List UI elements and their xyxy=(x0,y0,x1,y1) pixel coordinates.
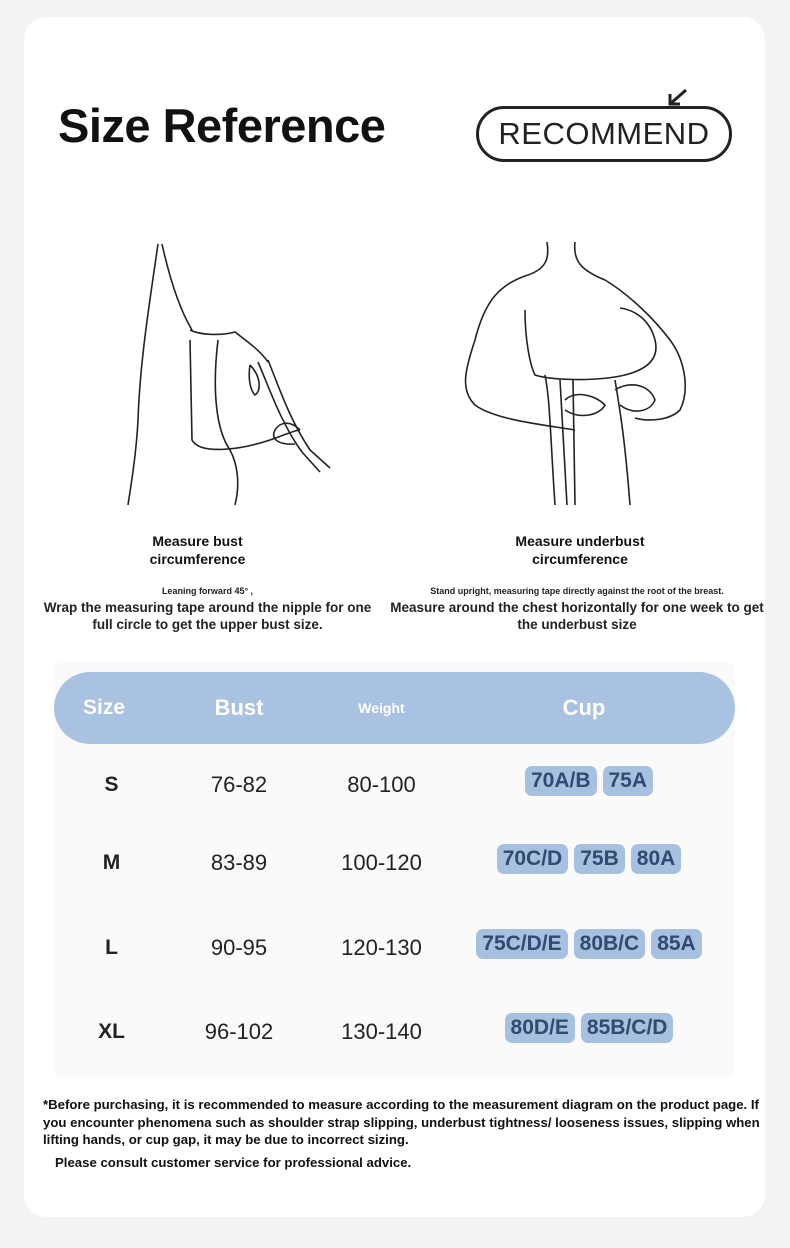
cup-cell: 75C/D/E 80B/C 85A xyxy=(449,929,729,959)
underbust-measure-illustration xyxy=(464,241,686,506)
table-row: S 76-82 80-100 70A/B 75A xyxy=(54,760,735,810)
cup-pill: 80D/E xyxy=(504,1013,575,1043)
cup-pill: 75A xyxy=(602,766,654,796)
table-row: M 83-89 100-120 70C/D 75B 80A xyxy=(54,838,735,888)
bust-hint: Leaning forward 45° , xyxy=(161,586,254,596)
weight-cell: 100-120 xyxy=(341,850,422,875)
underbust-caption: Measure underbust circumference xyxy=(515,533,645,567)
size-cell: S xyxy=(104,773,119,796)
cup-cell: 70A/B 75A xyxy=(449,766,729,796)
footer-advice: Please consult customer service for prof… xyxy=(55,1154,412,1170)
size-cell: M xyxy=(102,851,121,874)
underbust-instructions: Stand upright, measuring tape directly a… xyxy=(382,585,772,633)
bust-description: Wrap the measuring tape around the nippl… xyxy=(43,600,372,632)
bust-instructions: Leaning forward 45° , Wrap the measuring… xyxy=(40,585,375,633)
size-cell: L xyxy=(105,936,118,959)
cup-cell: 80D/E 85B/C/D xyxy=(449,1013,729,1043)
bust-caption: Measure bust circumference xyxy=(149,533,246,567)
underbust-hint: Stand upright, measuring tape directly a… xyxy=(430,586,724,596)
table-row: L 90-95 120-130 75C/D/E 80B/C 85A xyxy=(54,923,735,973)
page-title: Size Reference xyxy=(58,99,386,152)
bust-measure-illustration xyxy=(127,243,331,506)
table-header: Size Bust Weight Cup xyxy=(54,672,735,744)
table-row: XL 96-102 130-140 80D/E 85B/C/D xyxy=(54,1007,735,1057)
footer-note: *Before purchasing, it is recommended to… xyxy=(43,1097,760,1147)
weight-cell: 80-100 xyxy=(347,772,416,797)
cup-pill: 80B/C xyxy=(573,929,646,959)
weight-cell: 130-140 xyxy=(341,1019,422,1044)
size-table: Size Bust Weight Cup S 76-82 80-100 70A/… xyxy=(54,662,735,1077)
cup-pill: 85B/C/D xyxy=(580,1013,674,1043)
size-cell: XL xyxy=(98,1020,125,1043)
bust-cell: 96-102 xyxy=(204,1019,274,1044)
weight-cell: 120-130 xyxy=(341,935,422,960)
bust-cell: 83-89 xyxy=(210,850,268,875)
cup-pill: 70A/B xyxy=(524,766,597,796)
cup-cell: 70C/D 75B 80A xyxy=(449,844,729,874)
cup-pill: 70C/D xyxy=(496,844,569,874)
header-bust: Bust xyxy=(214,695,264,720)
header-size: Size xyxy=(82,696,126,719)
underbust-description: Measure around the chest horizontally fo… xyxy=(390,600,764,632)
cup-pill: 75B xyxy=(574,844,625,874)
recommend-badge: RECOMMEND xyxy=(476,106,732,162)
header-cup: Cup xyxy=(562,695,606,720)
bust-cell: 76-82 xyxy=(210,772,268,797)
bust-cell: 90-95 xyxy=(210,935,268,960)
cup-pill: 80A xyxy=(630,844,682,874)
footer: *Before purchasing, it is recommended to… xyxy=(43,1096,765,1171)
cup-pill: 85A xyxy=(651,929,702,959)
header-weight: Weight xyxy=(358,700,405,716)
arrow-icon xyxy=(668,88,687,106)
cup-pill: 75C/D/E xyxy=(476,929,568,959)
